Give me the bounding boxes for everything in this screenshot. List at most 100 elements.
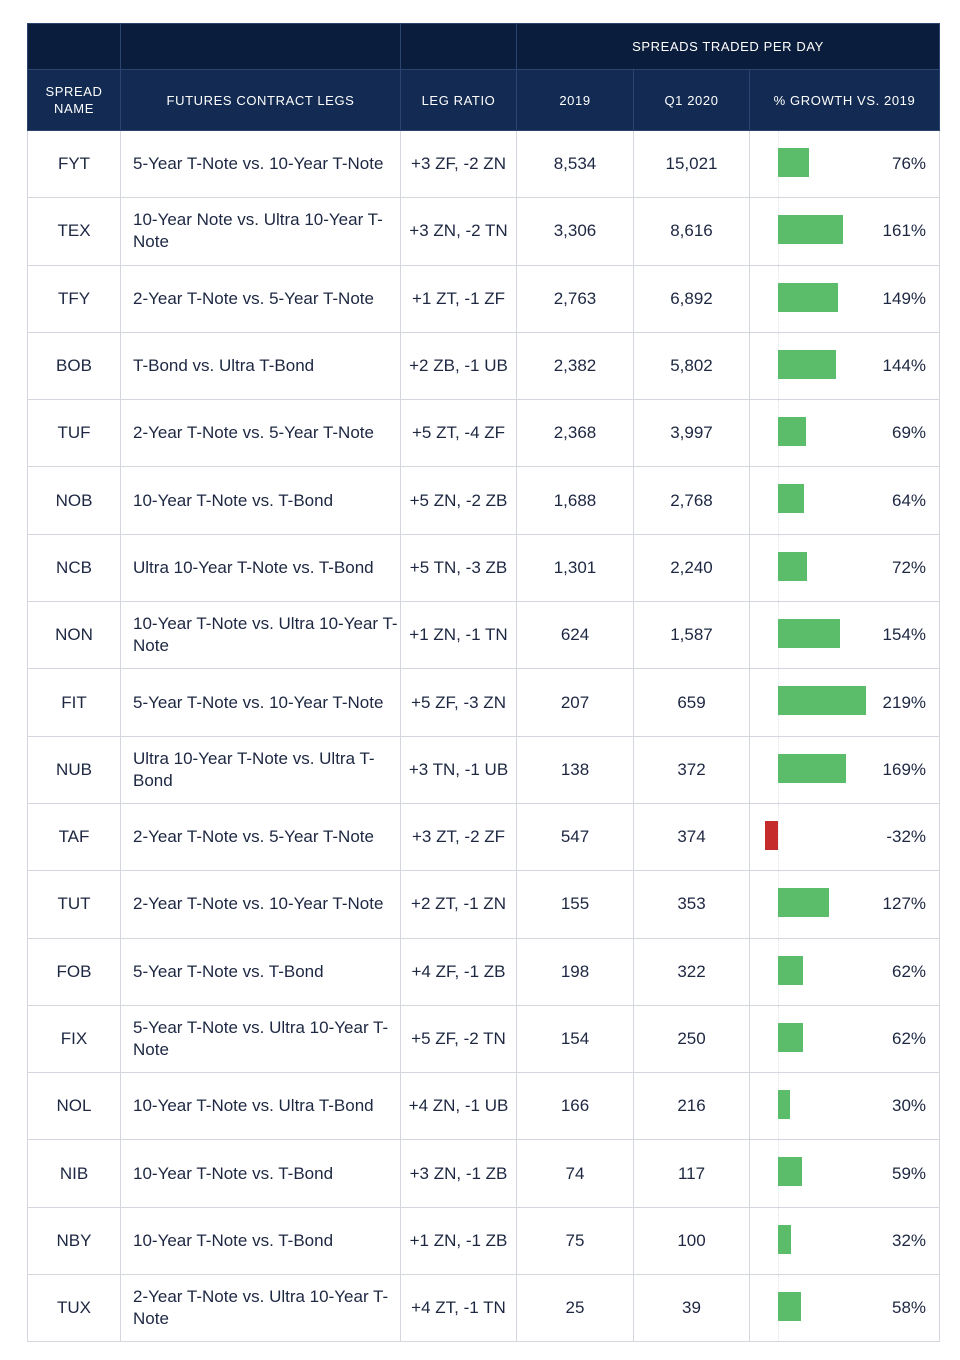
- table-row: NCB Ultra 10-Year T-Note vs. T-Bond +5 T…: [27, 533, 941, 603]
- leg-ratio: +3 ZT, -2 ZF: [400, 802, 517, 872]
- header-2019: 2019: [516, 69, 634, 131]
- leg-ratio: +3 ZN, -2 TN: [400, 197, 517, 266]
- volume-2019: 166: [516, 1072, 634, 1141]
- header-blank: [27, 23, 121, 70]
- volume-2019: 3,306: [516, 197, 634, 266]
- contract-legs: 5-Year T-Note vs. Ultra 10-Year T-Note: [120, 1004, 401, 1074]
- growth-bar: [765, 820, 778, 850]
- growth-cell: 127%: [748, 870, 941, 939]
- header-futures-legs: FUTURES CONTRACT LEGS: [120, 69, 401, 131]
- spread-name: FYT: [27, 129, 121, 199]
- growth-bar: [778, 349, 836, 379]
- growth-bar: [778, 1090, 791, 1120]
- table-row: TFY 2-Year T-Note vs. 5-Year T-Note +1 Z…: [27, 264, 941, 333]
- growth-bar: [778, 484, 804, 514]
- leg-ratio: +2 ZT, -1 ZN: [400, 870, 517, 939]
- volume-2019: 624: [516, 601, 634, 670]
- growth-cell: 144%: [748, 331, 941, 401]
- volume-2019: 138: [516, 735, 634, 804]
- volume-2019: 25: [516, 1274, 634, 1343]
- growth-label: 64%: [891, 490, 927, 510]
- leg-ratio: +1 ZN, -1 ZB: [400, 1206, 517, 1276]
- growth-label: 59%: [891, 1163, 927, 1183]
- contract-legs: 10-Year T-Note vs. Ultra 10-Year T-Note: [120, 601, 401, 670]
- growth-cell: 62%: [748, 1004, 941, 1074]
- volume-2019: 2,763: [516, 264, 634, 333]
- volume-q1-2020: 5,802: [633, 331, 750, 401]
- spread-name: TAF: [27, 802, 121, 872]
- growth-cell: 58%: [748, 1274, 941, 1343]
- growth-label: 32%: [891, 1230, 927, 1250]
- growth-cell: -32%: [748, 802, 941, 872]
- growth-cell: 76%: [748, 129, 941, 199]
- growth-bar: [778, 417, 806, 447]
- growth-cell: 149%: [748, 264, 941, 333]
- leg-ratio: +5 ZN, -2 ZB: [400, 466, 517, 535]
- volume-q1-2020: 372: [633, 735, 750, 804]
- table-row: FIX 5-Year T-Note vs. Ultra 10-Year T-No…: [27, 1004, 941, 1074]
- volume-2019: 2,382: [516, 331, 634, 401]
- contract-legs: 5-Year T-Note vs. 10-Year T-Note: [120, 668, 401, 737]
- volume-q1-2020: 322: [633, 937, 750, 1006]
- growth-label: 72%: [891, 557, 927, 577]
- growth-cell: 72%: [748, 533, 941, 603]
- growth-cell: 154%: [748, 601, 941, 670]
- growth-label: 30%: [891, 1096, 927, 1116]
- volume-q1-2020: 6,892: [633, 264, 750, 333]
- volume-2019: 1,688: [516, 466, 634, 535]
- volume-q1-2020: 250: [633, 1004, 750, 1074]
- leg-ratio: +3 ZN, -1 ZB: [400, 1139, 517, 1208]
- growth-label: 149%: [882, 288, 927, 308]
- table-row: TUT 2-Year T-Note vs. 10-Year T-Note +2 …: [27, 870, 941, 939]
- spread-name: TEX: [27, 197, 121, 266]
- growth-bar: [778, 148, 809, 177]
- volume-q1-2020: 374: [633, 802, 750, 872]
- growth-cell: 59%: [748, 1139, 941, 1208]
- contract-legs: 10-Year T-Note vs. Ultra T-Bond: [120, 1072, 401, 1141]
- header-blank: [120, 23, 401, 70]
- volume-q1-2020: 117: [633, 1139, 750, 1208]
- growth-bar: [778, 888, 830, 918]
- growth-bar: [778, 619, 840, 649]
- contract-legs: 2-Year T-Note vs. 5-Year T-Note: [120, 802, 401, 872]
- table-row: TUX 2-Year T-Note vs. Ultra 10-Year T-No…: [27, 1274, 941, 1343]
- leg-ratio: +3 ZF, -2 ZN: [400, 129, 517, 199]
- spread-name: TUX: [27, 1274, 121, 1343]
- growth-bar: [778, 1292, 802, 1322]
- spread-name: NOB: [27, 466, 121, 535]
- header-blank: [400, 23, 517, 70]
- volume-q1-2020: 2,768: [633, 466, 750, 535]
- spread-name: NIB: [27, 1139, 121, 1208]
- spread-name: NOL: [27, 1072, 121, 1141]
- growth-cell: 30%: [748, 1072, 941, 1141]
- contract-legs: 5-Year T-Note vs. 10-Year T-Note: [120, 129, 401, 199]
- volume-2019: 2,368: [516, 399, 634, 468]
- growth-label: 219%: [882, 692, 927, 712]
- table-row: BOB T-Bond vs. Ultra T-Bond +2 ZB, -1 UB…: [27, 331, 941, 401]
- spread-name: TUT: [27, 870, 121, 939]
- growth-bar: [778, 955, 803, 985]
- volume-2019: 8,534: [516, 129, 634, 199]
- volume-2019: 154: [516, 1004, 634, 1074]
- leg-ratio: +3 TN, -1 UB: [400, 735, 517, 804]
- growth-cell: 64%: [748, 466, 941, 535]
- spread-name: FOB: [27, 937, 121, 1006]
- contract-legs: 10-Year T-Note vs. T-Bond: [120, 1206, 401, 1276]
- spread-name: NUB: [27, 735, 121, 804]
- spread-name: FIX: [27, 1004, 121, 1074]
- growth-label: 127%: [882, 894, 927, 914]
- spread-name: FIT: [27, 668, 121, 737]
- table-row: NOL 10-Year T-Note vs. Ultra T-Bond +4 Z…: [27, 1072, 941, 1141]
- contract-legs: 5-Year T-Note vs. T-Bond: [120, 937, 401, 1006]
- leg-ratio: +5 ZT, -4 ZF: [400, 399, 517, 468]
- volume-2019: 1,301: [516, 533, 634, 603]
- growth-cell: 161%: [748, 197, 941, 266]
- table-row: FOB 5-Year T-Note vs. T-Bond +4 ZF, -1 Z…: [27, 937, 941, 1006]
- header-spread-name: SPREAD NAME: [27, 69, 121, 131]
- table-row: TUF 2-Year T-Note vs. 5-Year T-Note +5 Z…: [27, 399, 941, 468]
- spreads-table: SPREADS TRADED PER DAY SPREAD NAME FUTUR…: [27, 23, 941, 1343]
- header-q1-2020: Q1 2020: [633, 69, 750, 131]
- growth-label: 154%: [882, 625, 927, 645]
- growth-label: -32%: [886, 827, 927, 847]
- growth-bar: [778, 1157, 802, 1187]
